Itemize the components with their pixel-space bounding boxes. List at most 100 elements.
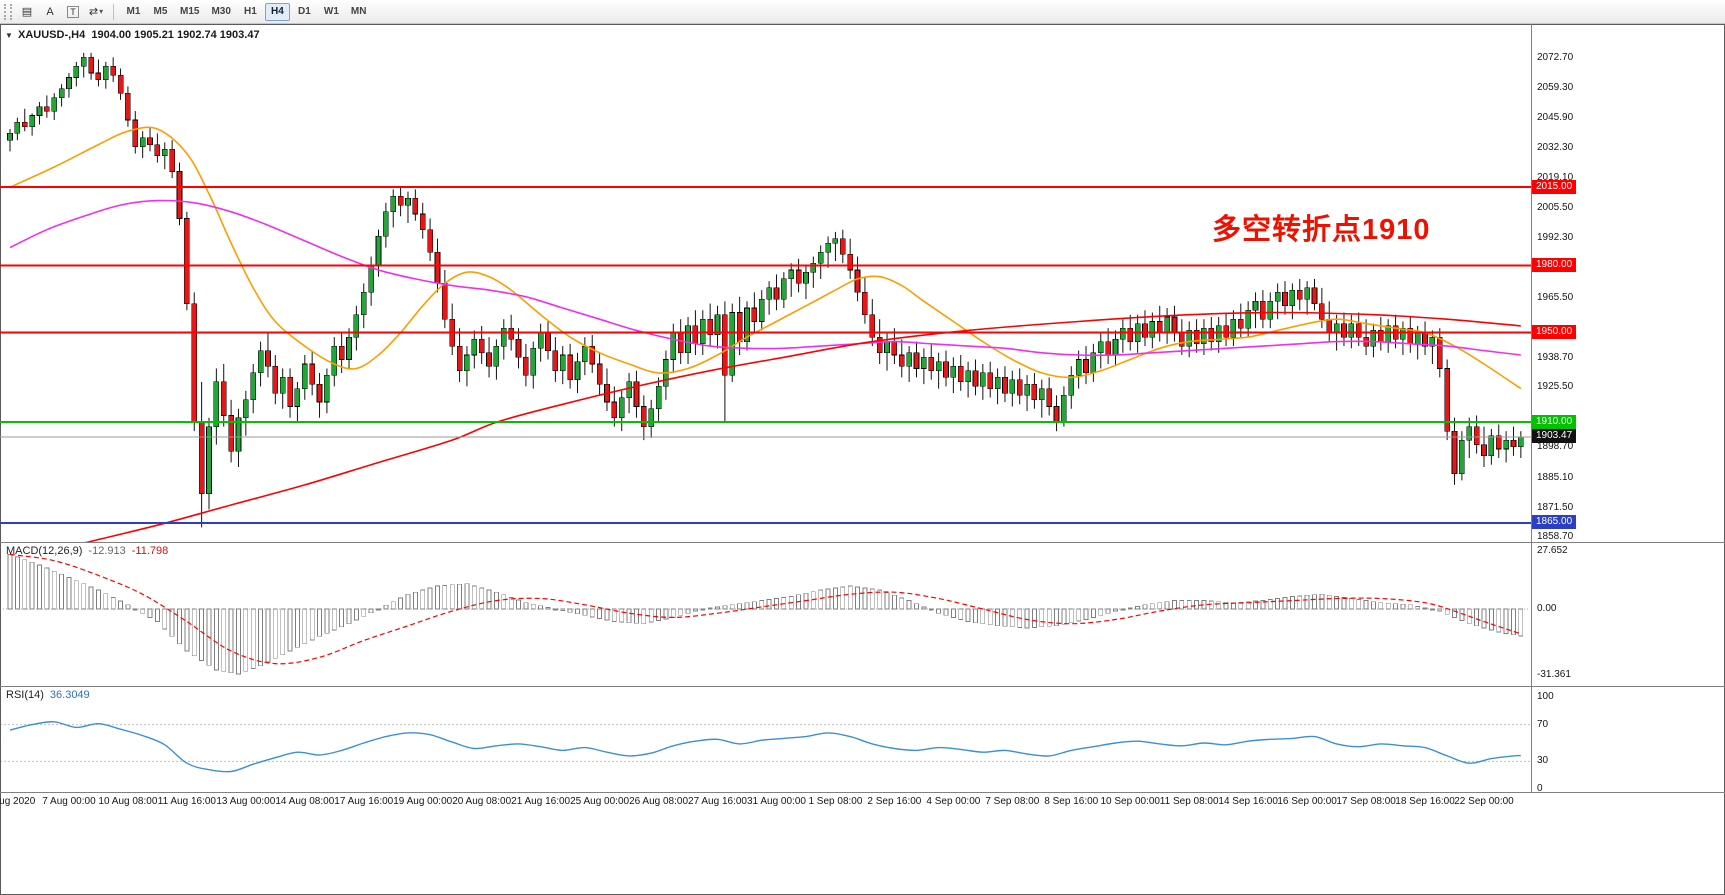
text-label-button[interactable]: T bbox=[62, 2, 84, 21]
toolbar-separator bbox=[113, 3, 114, 20]
macd-histogram-bar bbox=[892, 594, 897, 610]
macd-histogram-bar bbox=[1024, 608, 1030, 629]
chart-list-button[interactable]: ▤ bbox=[16, 2, 38, 21]
macd-histogram-bar bbox=[346, 608, 352, 625]
candle-down bbox=[1142, 323, 1148, 338]
candle-up bbox=[471, 339, 478, 356]
candle-down bbox=[434, 251, 441, 284]
candle-up bbox=[781, 278, 787, 300]
candle-up bbox=[648, 408, 654, 427]
timeframe-button-m30[interactable]: M30 bbox=[211, 6, 231, 17]
macd-histogram-bar bbox=[272, 608, 278, 659]
timeframe-button-w1[interactable]: W1 bbox=[323, 6, 339, 17]
macd-histogram-bar bbox=[1289, 596, 1295, 610]
candle-down bbox=[854, 269, 861, 293]
macd-histogram-bar bbox=[265, 608, 271, 663]
macd-histogram-bar bbox=[1488, 608, 1494, 631]
ma-line-mid-magenta bbox=[9, 199, 1521, 357]
macd-histogram-bar bbox=[1194, 600, 1199, 610]
macd-histogram-bar bbox=[287, 608, 293, 652]
candle-down bbox=[169, 148, 175, 172]
timeframe-button-m15[interactable]: M15 bbox=[180, 6, 200, 17]
candle-down bbox=[338, 345, 345, 360]
candle-down bbox=[987, 372, 994, 389]
macd-histogram-bar bbox=[825, 588, 831, 610]
candle-down bbox=[891, 341, 898, 356]
candle-down bbox=[1311, 287, 1318, 304]
candle-up bbox=[1503, 439, 1509, 450]
candle-up bbox=[1488, 435, 1495, 457]
candle-up bbox=[1370, 330, 1377, 347]
timeframe-button-d1[interactable]: D1 bbox=[298, 6, 311, 17]
candle-down bbox=[272, 365, 279, 394]
candle-up bbox=[582, 345, 588, 363]
timeframe-button-m5[interactable]: M5 bbox=[153, 6, 168, 17]
cursor-a-icon: A bbox=[46, 5, 54, 18]
macd-histogram-bar bbox=[1208, 600, 1214, 610]
macd-histogram-bar bbox=[774, 598, 779, 610]
toolbar-grip[interactable] bbox=[4, 3, 12, 20]
macd-histogram-bar bbox=[759, 600, 765, 610]
macd-histogram-bar bbox=[1400, 603, 1406, 610]
macd-histogram-bar bbox=[582, 608, 588, 616]
candle-down bbox=[722, 314, 728, 376]
cycle-timeframe-button[interactable]: ⇄ ▾ bbox=[85, 2, 107, 21]
macd-histogram-bar bbox=[309, 608, 315, 641]
candle-up bbox=[1186, 330, 1192, 347]
macd-histogram-bar bbox=[1098, 608, 1104, 616]
macd-histogram-bar bbox=[656, 608, 661, 621]
macd-histogram-bar bbox=[604, 608, 610, 621]
timeframe-button-mn[interactable]: MN bbox=[350, 6, 367, 17]
candle-down bbox=[309, 363, 315, 385]
macd-histogram-bar bbox=[331, 608, 337, 631]
macd-histogram-bar bbox=[449, 584, 455, 610]
candle-up bbox=[493, 345, 500, 367]
timeframe-button-h1[interactable]: H1 bbox=[244, 6, 257, 17]
macd-histogram-bar bbox=[405, 593, 411, 610]
macd-histogram-bar bbox=[545, 607, 551, 610]
candle-up bbox=[766, 287, 772, 300]
candle-up bbox=[1274, 292, 1281, 302]
candle-down bbox=[220, 381, 227, 416]
macd-signal-line bbox=[9, 553, 1521, 665]
candle-up bbox=[825, 242, 831, 253]
macd-histogram-bar bbox=[678, 608, 684, 616]
macd-histogram-bar bbox=[1105, 608, 1111, 614]
candle-down bbox=[736, 312, 743, 342]
macd-histogram-bar bbox=[1430, 608, 1435, 611]
candle-up bbox=[1267, 301, 1274, 320]
candle-up bbox=[279, 377, 286, 394]
candle-down bbox=[943, 361, 949, 378]
ma-line-slow-red bbox=[84, 311, 1521, 542]
candle-down bbox=[847, 254, 853, 271]
candle-up bbox=[213, 381, 220, 427]
toolbar: ▤ A T ⇄ ▾ M1 M5 M15 M30 H1 H4 D1 W1 MN bbox=[0, 0, 1725, 24]
macd-histogram-bar bbox=[575, 608, 580, 615]
macd-histogram-bar bbox=[928, 608, 934, 611]
macd-histogram-bar bbox=[744, 602, 750, 610]
candle-up bbox=[500, 327, 507, 347]
candle-down bbox=[478, 339, 485, 354]
timeframe-button-h4[interactable]: H4 bbox=[264, 2, 290, 21]
macd-histogram-bar bbox=[818, 589, 824, 610]
candle-up bbox=[1149, 321, 1156, 338]
rsi-panel bbox=[1, 721, 1530, 773]
macd-histogram-bar bbox=[280, 608, 286, 656]
candle-up bbox=[670, 332, 677, 360]
candle-down bbox=[1156, 321, 1163, 333]
macd-histogram-bar bbox=[479, 587, 485, 610]
macd-histogram-bar bbox=[1253, 600, 1258, 610]
timeframe-button-m1[interactable]: M1 bbox=[126, 6, 141, 17]
text-label-icon: T bbox=[67, 5, 79, 18]
candle-up bbox=[1348, 323, 1355, 338]
macd-histogram-bar bbox=[1149, 603, 1155, 610]
candle-down bbox=[523, 356, 529, 376]
macd-histogram-bar bbox=[1090, 608, 1096, 618]
macd-histogram-bar bbox=[1179, 600, 1185, 610]
cursor-a-button[interactable]: A bbox=[39, 2, 61, 21]
macd-histogram-bar bbox=[471, 585, 477, 610]
macd-histogram-bar bbox=[1437, 608, 1443, 612]
macd-histogram-bar bbox=[184, 608, 190, 652]
macd-histogram-bar bbox=[169, 608, 175, 637]
